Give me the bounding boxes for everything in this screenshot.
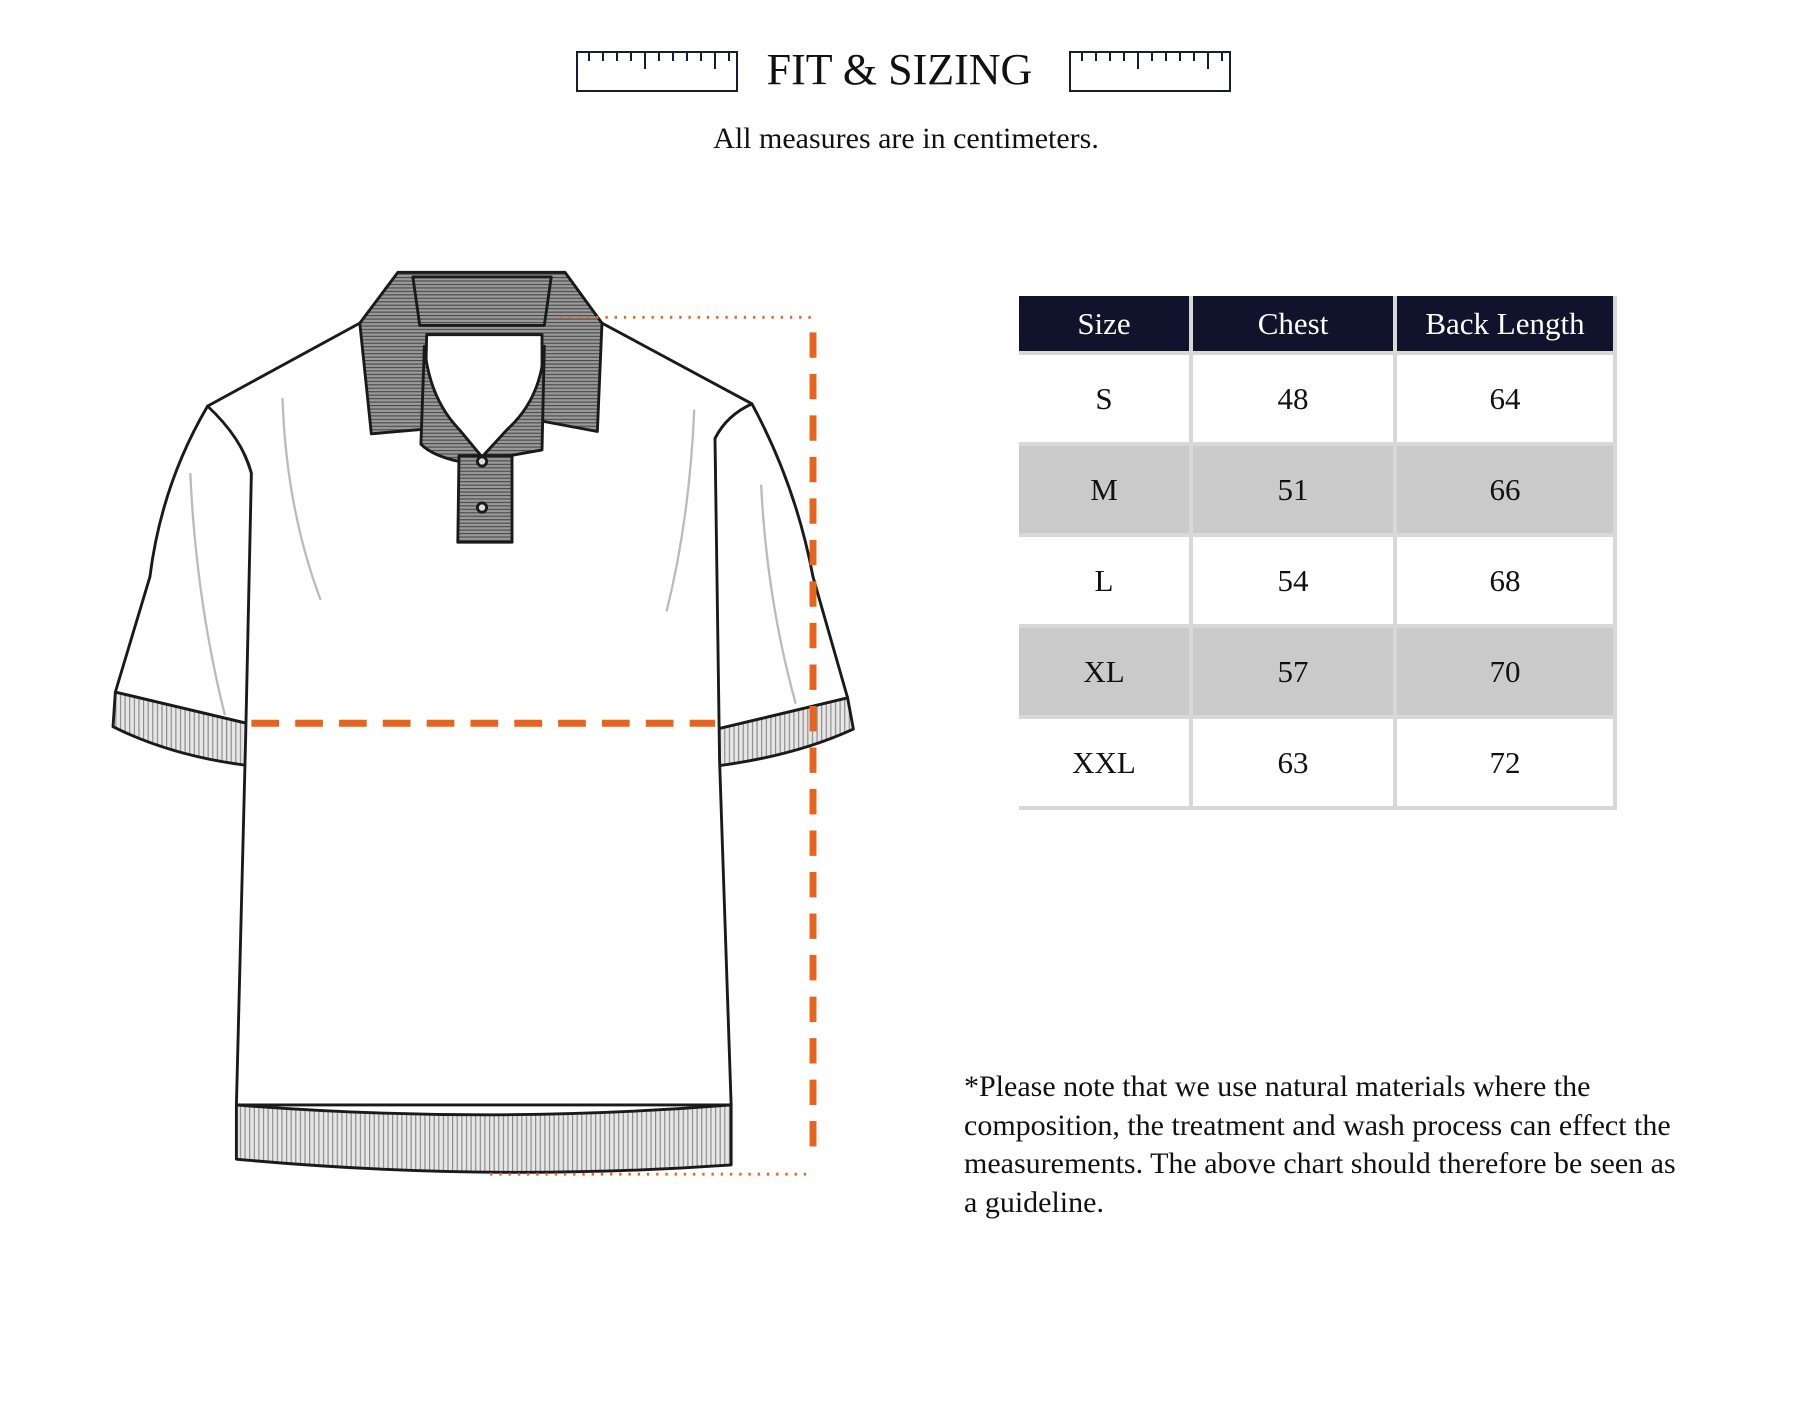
size-table: Size Chest Back Length S 48 64 M 51 66 L… [1019,296,1617,810]
back-length-cell: 68 [1395,535,1617,628]
chest-cell: 63 [1191,717,1397,810]
size-cell: XL [1019,626,1193,719]
chest-cell: 51 [1191,444,1397,537]
column-header-chest: Chest [1191,296,1397,355]
page-title: FIT & SIZING [766,45,1033,94]
shirt-body [206,321,754,1107]
size-cell: S [1019,353,1193,446]
back-length-cell: 66 [1395,444,1617,537]
collar-left-flap [419,344,484,463]
left-sleeve [113,404,253,726]
ruler-icon [1069,51,1231,92]
size-cell: L [1019,535,1193,628]
ruler-icon [576,51,738,92]
units-note: All measures are in centimeters. [713,122,1099,155]
collar-band [411,275,553,327]
column-header-back-length: Back Length [1395,296,1617,355]
chest-cell: 48 [1191,353,1397,446]
size-cell: XXL [1019,717,1193,810]
back-length-cell: 72 [1395,717,1617,810]
table-header-row: Size Chest Back Length [1019,296,1617,355]
button [475,455,489,468]
back-length-cell: 64 [1395,353,1617,446]
table-row: M 51 66 [1019,444,1617,537]
table-row: XL 57 70 [1019,626,1617,719]
back-length-cell: 70 [1395,626,1617,719]
column-header-size: Size [1019,296,1193,355]
table-row: S 48 64 [1019,353,1617,446]
chest-cell: 57 [1191,626,1397,719]
right-sleeve [713,402,850,731]
button [475,501,489,514]
chest-cell: 54 [1191,535,1397,628]
table-row: L 54 68 [1019,535,1617,628]
disclaimer-note: *Please note that we use natural materia… [964,1070,1676,1219]
size-cell: M [1019,444,1193,537]
table-row: XXL 63 72 [1019,717,1617,810]
placket [456,454,514,544]
measure-lines [251,315,817,1176]
hem-rib [234,1103,733,1174]
